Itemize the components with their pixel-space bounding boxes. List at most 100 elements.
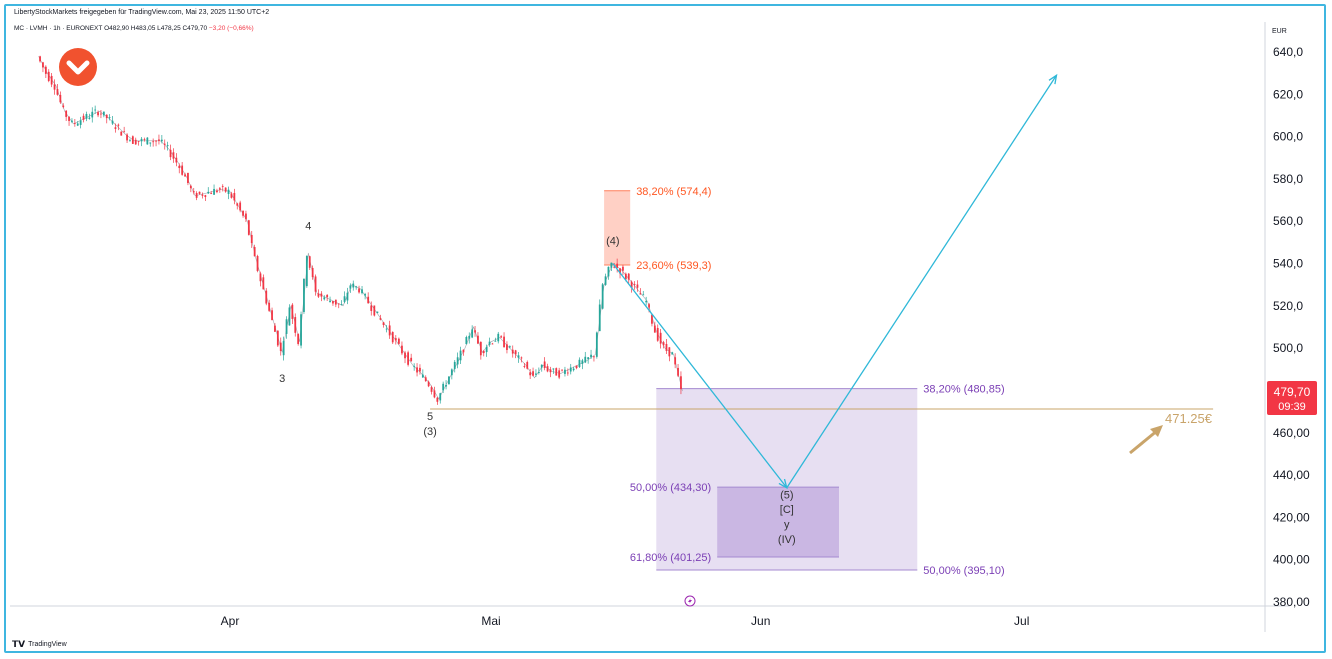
candle-body: [427, 381, 430, 387]
candle-body: [108, 117, 111, 119]
candle-body: [485, 346, 488, 353]
candle-body: [82, 115, 85, 120]
wave-label: (5): [780, 489, 793, 501]
candle-body: [459, 350, 462, 361]
candle-body: [149, 142, 152, 144]
candle-body: [537, 371, 540, 373]
candle-body: [44, 66, 47, 74]
candle-body: [546, 366, 549, 372]
candle-body: [198, 191, 201, 194]
down-arrow-badge[interactable]: [59, 48, 97, 86]
candle-body: [105, 114, 108, 119]
candle-body: [166, 145, 169, 147]
y-tick-label: 580,0: [1273, 172, 1303, 186]
candle-body: [394, 338, 397, 341]
y-tick-label: 600,0: [1273, 130, 1303, 144]
candle-body: [401, 345, 403, 354]
candle-body: [195, 193, 198, 198]
candle-body: [453, 361, 456, 369]
candle-body: [123, 131, 126, 133]
x-tick-label: Apr: [221, 614, 240, 628]
x-tick-label: Jul: [1014, 614, 1029, 628]
candle-body: [433, 390, 436, 398]
candle-body: [250, 234, 253, 244]
candle-body: [680, 376, 682, 390]
candle-body: [334, 299, 337, 305]
candle-body: [91, 111, 94, 118]
price-change: −3,20 (−0,66%): [208, 25, 254, 32]
candle-body: [616, 263, 619, 268]
candle-body: [397, 338, 400, 344]
candle-body: [317, 293, 320, 297]
candle-body: [268, 302, 271, 311]
x-tick-label: Jun: [751, 614, 770, 628]
candle-body: [491, 343, 494, 345]
candle-body: [379, 318, 382, 320]
candle-body: [424, 377, 427, 382]
candle-body: [662, 342, 665, 346]
wave-label: (4): [606, 236, 619, 248]
candle-body: [514, 350, 517, 355]
y-tick-label: 640,0: [1273, 45, 1303, 59]
x-tick-label: Mai: [481, 614, 500, 628]
candle-body: [543, 361, 546, 369]
lightning-icon[interactable]: [684, 595, 696, 607]
candle-body: [146, 137, 149, 145]
candle-body: [181, 165, 184, 175]
candle-body: [503, 336, 505, 348]
wave-label: 3: [279, 373, 285, 385]
wave-labels: 3 4 5 (3) (4) (5) [C] y (IV): [279, 221, 796, 546]
candle-body: [233, 192, 236, 201]
candle-body: [326, 295, 329, 298]
y-tick-label: 540,0: [1273, 257, 1303, 271]
candle-body: [442, 383, 445, 391]
candle-body: [471, 329, 474, 338]
candle-body: [511, 349, 514, 354]
candle-body: [364, 294, 367, 296]
candle-body: [613, 266, 616, 268]
forecast-arrowhead: [1048, 73, 1058, 85]
candle-body: [677, 367, 679, 376]
y-tick-label: 620,0: [1273, 87, 1303, 101]
tv-logo-text: TradingView: [28, 641, 67, 648]
candle-body: [376, 311, 379, 314]
candle-body: [633, 284, 636, 285]
candle-body: [552, 368, 555, 370]
last-price-value: 479,70: [1274, 385, 1311, 399]
candle-body: [391, 331, 394, 343]
candle-body: [120, 131, 123, 136]
candle-body: [131, 136, 134, 144]
candle-body: [477, 335, 479, 344]
candle-body: [639, 293, 642, 295]
candle-body: [436, 397, 439, 402]
candle-body: [97, 112, 99, 116]
candle-body: [152, 141, 155, 143]
candle-body: [648, 304, 650, 308]
chevron-down-icon: [66, 60, 90, 75]
candle-body: [358, 288, 360, 293]
candle-body: [622, 266, 624, 271]
candle-body: [291, 304, 294, 319]
candle-body: [114, 127, 117, 129]
candle-body: [578, 359, 581, 368]
candle-body: [155, 140, 157, 142]
candle-body: [204, 195, 207, 198]
candle-body: [111, 120, 114, 124]
candle-body: [207, 191, 210, 194]
candle-body: [529, 372, 532, 376]
tradingview-logo[interactable]: 𝗧𝗩 TradingView: [12, 639, 67, 650]
bearish-marker[interactable]: [59, 48, 97, 86]
candle-body: [627, 273, 630, 280]
candle-body: [619, 268, 621, 274]
candle-body: [253, 247, 256, 257]
candle-body: [236, 203, 239, 206]
candle-body: [201, 194, 204, 196]
candle-body: [175, 157, 178, 163]
candle-body: [71, 120, 73, 122]
y-tick-label: 400,00: [1273, 553, 1310, 567]
candle-body: [117, 124, 120, 126]
fib-label-low: 23,60% (539,3): [636, 260, 711, 272]
candle-body: [73, 123, 76, 124]
candle-body: [593, 356, 595, 358]
